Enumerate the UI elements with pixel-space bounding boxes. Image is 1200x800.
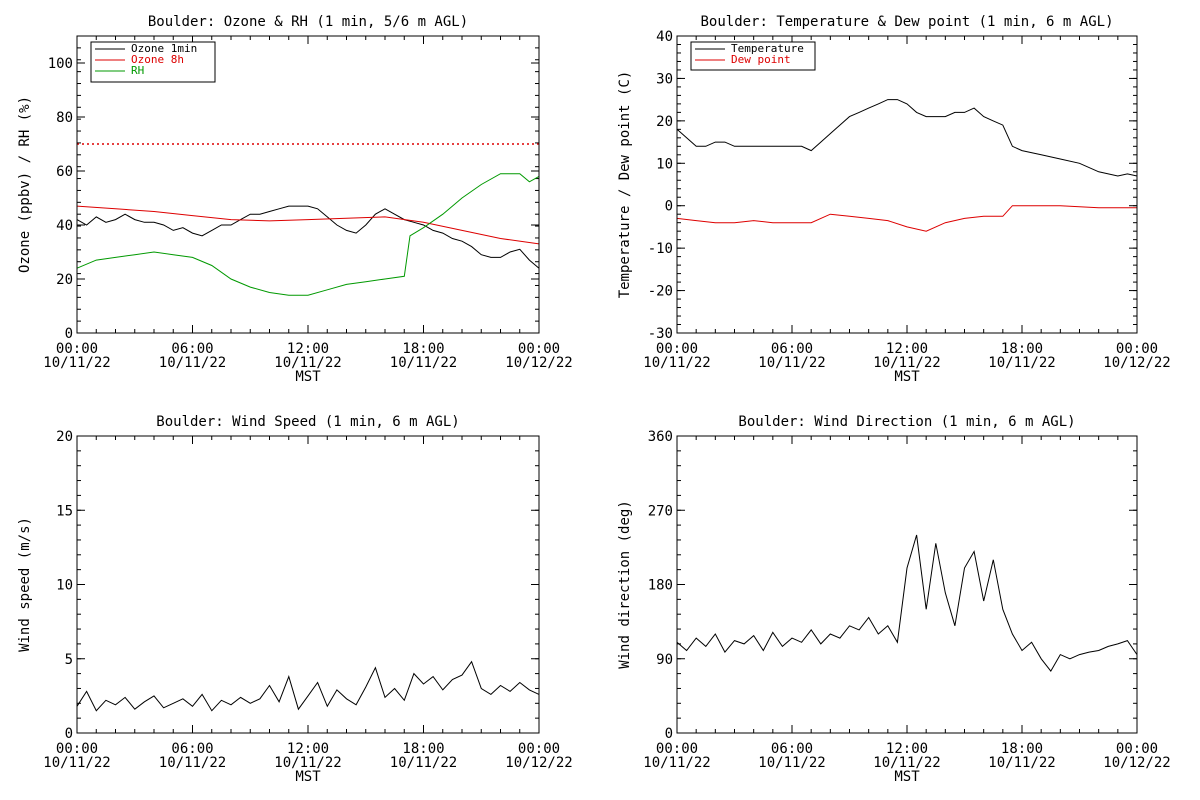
x-tick-time-label: 00:00 [518, 341, 560, 357]
x-tick-date-label: 10/11/22 [873, 355, 940, 371]
x-tick-time-label: 12:00 [287, 741, 329, 757]
series-line-rh [76, 173, 540, 296]
y-tick-label: 30 [656, 71, 673, 87]
plot-frame [76, 35, 540, 334]
plot-frame [676, 435, 1138, 734]
legend-label: Temperature [731, 42, 804, 55]
x-tick-date-label: 10/11/22 [643, 355, 710, 371]
plot-frame [76, 435, 540, 734]
x-tick-date-label: 10/12/22 [505, 755, 572, 771]
x-tick-time-label: 06:00 [771, 741, 813, 757]
chart-panel-3: Boulder: Wind Speed (1 min, 6 m AGL) 0 5 10… [17, 414, 573, 785]
series-line-temperature [676, 99, 1138, 177]
y-tick-label: 20 [56, 272, 73, 288]
series-line-1 [676, 534, 1138, 672]
legend-box [690, 41, 816, 71]
x-tick-time-label: 00:00 [656, 741, 698, 757]
y-axis-label: Wind direction (deg) [617, 500, 633, 669]
x-tick-time-label: 00:00 [1116, 341, 1158, 357]
x-tick-date-label: 10/11/22 [274, 355, 341, 371]
y-axis-label: Temperature / Dew point (C) [617, 71, 633, 299]
x-tick-time-label: 06:00 [771, 341, 813, 357]
x-tick-date-label: 10/11/22 [988, 355, 1055, 371]
x-tick-date-label: 10/11/22 [988, 755, 1055, 771]
plot-frame [676, 35, 1138, 334]
y-tick-label: -30 [648, 326, 673, 342]
chart-panel-4: Boulder: Wind Direction (1 min, 6 m AGL)… [617, 414, 1171, 785]
chart-title: Boulder: Temperature & Dew point (1 min,… [700, 14, 1113, 30]
x-tick-date-label: 10/11/22 [643, 755, 710, 771]
series-line-1 [76, 660, 540, 712]
chart-title: Boulder: Ozone & RH (1 min, 5/6 m AGL) [148, 14, 468, 30]
x-tick-date-label: 10/11/22 [873, 755, 940, 771]
x-tick-date-label: 10/11/22 [274, 755, 341, 771]
legend-label: Ozone 8h [131, 53, 184, 66]
y-tick-label: 0 [665, 726, 673, 742]
y-tick-label: 0 [65, 726, 73, 742]
y-tick-label: 40 [56, 218, 73, 234]
y-tick-label: 5 [65, 652, 73, 668]
x-tick-date-label: 10/12/22 [505, 355, 572, 371]
chart-title: Boulder: Wind Direction (1 min, 6 m AGL) [738, 414, 1075, 430]
y-tick-label: 0 [65, 326, 73, 342]
x-tick-date-label: 10/11/22 [159, 355, 226, 371]
y-tick-label: 60 [56, 164, 73, 180]
y-tick-label: 20 [56, 429, 73, 445]
x-tick-date-label: 10/11/22 [390, 355, 457, 371]
chart-panel-2: Boulder: Temperature & Dew point (1 min,… [617, 14, 1171, 385]
x-tick-time-label: 18:00 [1001, 741, 1043, 757]
chart-title: Boulder: Wind Speed (1 min, 6 m AGL) [156, 414, 459, 430]
y-axis-label: Ozone (ppbv) / RH (%) [17, 96, 33, 273]
y-tick-label: 10 [656, 156, 673, 172]
x-tick-time-label: 12:00 [287, 341, 329, 357]
x-tick-time-label: 06:00 [171, 741, 213, 757]
x-tick-time-label: 00:00 [1116, 741, 1158, 757]
series-line-dew-point [676, 205, 1137, 232]
x-tick-time-label: 00:00 [518, 741, 560, 757]
y-tick-label: -20 [648, 284, 673, 300]
x-tick-date-label: 10/11/22 [758, 355, 825, 371]
x-tick-time-label: 18:00 [1001, 341, 1043, 357]
y-tick-label: 360 [648, 429, 673, 445]
x-tick-date-label: 10/11/22 [390, 755, 457, 771]
y-tick-label: 15 [56, 503, 73, 519]
y-axis-label: Wind speed (m/s) [17, 517, 33, 652]
x-axis-label: MST [295, 769, 321, 785]
legend-label: Dew point [731, 53, 791, 66]
y-tick-label: 100 [48, 56, 73, 72]
y-tick-label: 90 [656, 652, 673, 668]
y-tick-label: 10 [56, 578, 73, 594]
x-tick-date-label: 10/11/22 [159, 755, 226, 771]
x-tick-time-label: 18:00 [402, 341, 444, 357]
series-line-ozone-8h [76, 205, 540, 245]
x-axis-label: MST [894, 369, 920, 385]
x-tick-date-label: 10/12/22 [1103, 755, 1170, 771]
legend-box [90, 41, 216, 83]
x-tick-date-label: 10/11/22 [43, 755, 110, 771]
x-axis-label: MST [894, 769, 920, 785]
x-tick-date-label: 10/11/22 [43, 355, 110, 371]
x-tick-time-label: 00:00 [56, 741, 98, 757]
y-tick-label: 80 [56, 110, 73, 126]
x-tick-time-label: 12:00 [886, 741, 928, 757]
x-tick-date-label: 10/12/22 [1103, 355, 1170, 371]
legend-label: RH [131, 64, 144, 77]
y-tick-label: 40 [656, 29, 673, 45]
y-tick-label: 180 [648, 578, 673, 594]
x-tick-time-label: 00:00 [656, 341, 698, 357]
legend-label: Ozone 1min [131, 42, 197, 55]
series-line-ozone-1min [76, 205, 540, 269]
y-tick-label: -10 [648, 241, 673, 257]
chart-panel-1: Boulder: Ozone & RH (1 min, 5/6 m AGL) 0 2… [17, 14, 573, 385]
y-tick-label: 0 [665, 199, 673, 215]
x-tick-time-label: 06:00 [171, 341, 213, 357]
x-tick-time-label: 18:00 [402, 741, 444, 757]
y-tick-label: 270 [648, 503, 673, 519]
y-tick-label: 20 [656, 114, 673, 130]
x-tick-time-label: 12:00 [886, 341, 928, 357]
x-tick-time-label: 00:00 [56, 341, 98, 357]
x-axis-label: MST [295, 369, 321, 385]
x-tick-date-label: 10/11/22 [758, 755, 825, 771]
